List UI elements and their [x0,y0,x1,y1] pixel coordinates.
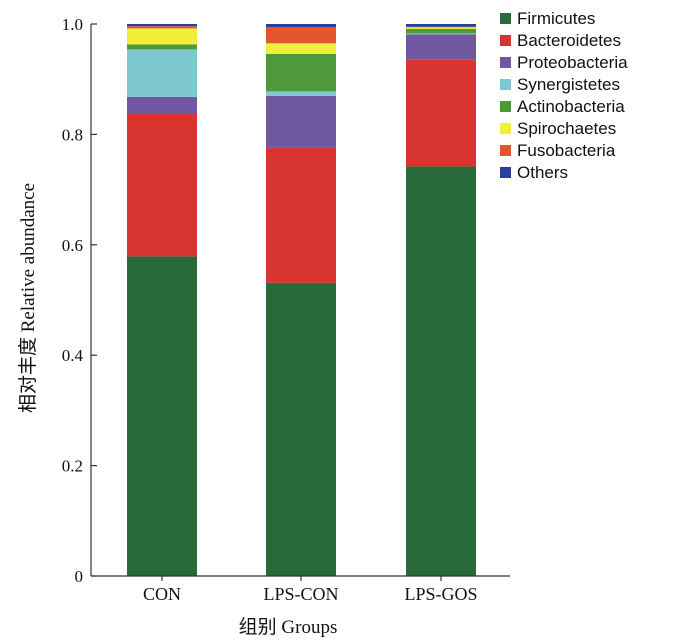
legend-label-firmicutes: Firmicutes [517,9,595,28]
bar-segment-lps-gos-spirochaetes [406,27,476,29]
bar-segment-lps-gos-proteobacteria [406,34,476,60]
bar-segment-lps-gos-fusobacteria [406,26,476,28]
bar-segment-con-bacteroidetes [127,113,197,257]
bar-segment-lps-con-synergistetes [266,91,336,96]
bar-segment-lps-con-firmicutes [266,282,336,576]
bar-segment-lps-gos-bacteroidetes [406,59,476,167]
legend-swatch-others [500,167,511,178]
legend: Firmicutes Bacteroidetes Proteobacteria Syn… [500,9,628,182]
bar-segment-lps-gos-actinobacteria [406,28,476,34]
y-tick-label: 1.0 [62,15,83,34]
bar-segment-con-spirochaetes [127,28,197,45]
bar-segment-con-synergistetes [127,49,197,97]
bar-segment-con-firmicutes [127,256,197,576]
legend-swatch-fusobacteria [500,145,511,156]
bar-segment-con-fusobacteria [127,26,197,29]
y-tick-label: 0.4 [62,346,84,365]
bar-segment-lps-con-others [266,24,336,28]
legend-label-bacteroidetes: Bacteroidetes [517,31,621,50]
legend-swatch-proteobacteria [500,57,511,68]
bar-segment-con-actinobacteria [127,44,197,50]
legend-label-others: Others [517,163,568,182]
bar-segment-con-others [127,24,197,27]
y-axis-title: 相对丰度 Relative abundance [17,183,39,413]
x-axis-title: 组别 Groups [239,616,338,638]
legend-swatch-firmicutes [500,13,511,24]
x-ticks-group: CON LPS-CON LPS-GOS [143,576,478,604]
y-tick-label: 0 [75,567,84,586]
bar-segment-lps-gos-synergistetes [406,33,476,35]
bar-segment-lps-con-spirochaetes [266,43,336,54]
x-category-label: CON [143,584,181,604]
bar-segment-lps-gos-others [406,24,476,27]
bar-segment-lps-con-bacteroidetes [266,147,336,283]
legend-label-actinobacteria: Actinobacteria [517,97,625,116]
legend-label-synergistetes: Synergistetes [517,75,620,94]
bar-segment-lps-gos-firmicutes [406,166,476,576]
y-tick-label: 0.8 [62,125,83,144]
bar-segment-lps-con-fusobacteria [266,27,336,44]
legend-swatch-actinobacteria [500,101,511,112]
y-ticks-group: 0 0.2 0.4 0.6 0.8 1.0 [62,15,97,586]
bars-group [127,24,476,576]
x-category-label: LPS-CON [263,584,338,604]
legend-swatch-synergistetes [500,79,511,90]
x-category-label: LPS-GOS [404,584,477,604]
y-tick-label: 0.2 [62,457,83,476]
legend-swatch-spirochaetes [500,123,511,134]
legend-swatch-bacteroidetes [500,35,511,46]
bar-segment-con-proteobacteria [127,96,197,114]
legend-label-proteobacteria: Proteobacteria [517,53,628,72]
legend-label-fusobacteria: Fusobacteria [517,141,616,160]
bar-segment-lps-con-proteobacteria [266,95,336,148]
legend-label-spirochaetes: Spirochaetes [517,119,616,138]
y-tick-label: 0.6 [62,236,83,255]
bar-segment-lps-con-actinobacteria [266,53,336,92]
